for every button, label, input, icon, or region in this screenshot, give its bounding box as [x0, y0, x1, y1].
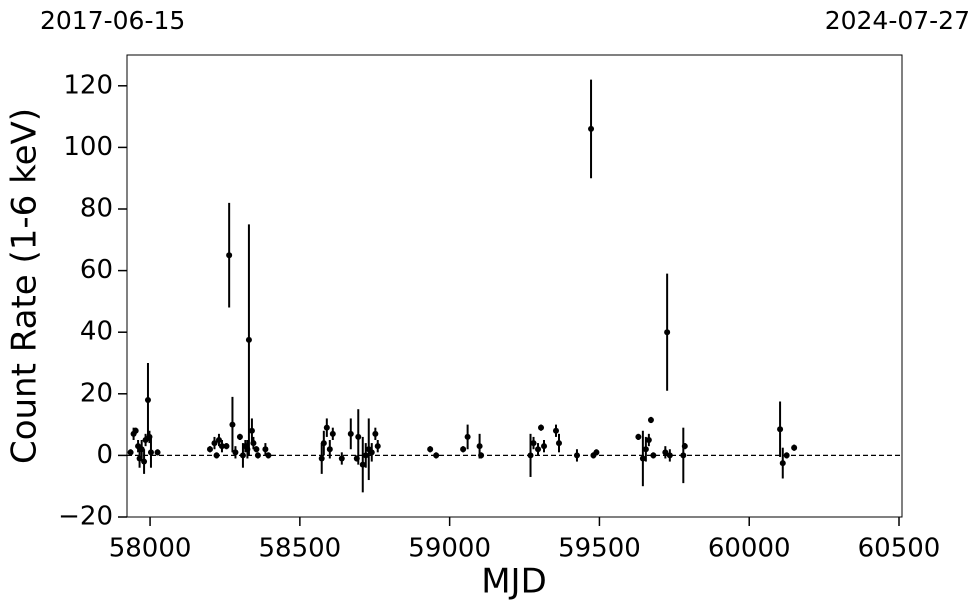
x-tick-label: 58000 [109, 534, 192, 564]
data-point [783, 452, 790, 459]
data-point [535, 446, 542, 453]
data-point [476, 443, 483, 450]
data-point [347, 430, 354, 437]
data-point [642, 446, 649, 453]
data-point [478, 452, 485, 459]
data-point [229, 421, 236, 428]
data-point [254, 452, 261, 459]
data-point [538, 424, 545, 431]
data-point [433, 452, 440, 459]
data-point [647, 416, 654, 423]
x-axis-label: MJD [481, 562, 547, 602]
data-point [427, 446, 434, 453]
data-point [239, 452, 246, 459]
data-point [530, 440, 537, 447]
y-tick-label: 40 [80, 317, 113, 347]
y-tick-label: 80 [80, 194, 113, 224]
y-tick-label: 20 [80, 378, 113, 408]
x-tick-label: 60000 [708, 534, 791, 564]
data-point [262, 446, 269, 453]
data-point [226, 252, 233, 259]
data-point [777, 426, 784, 433]
data-point [791, 444, 798, 451]
data-point [635, 433, 642, 440]
data-point [144, 396, 151, 403]
y-axis-label: Count Rate (1-6 keV) [5, 108, 45, 464]
x-tick-label: 59500 [558, 534, 641, 564]
plot-frame [126, 54, 903, 518]
data-point [323, 424, 330, 431]
data-point [265, 452, 272, 459]
data-point [650, 452, 657, 459]
data-point [338, 455, 345, 462]
data-point [639, 455, 646, 462]
data-point [147, 449, 154, 456]
y-tick-label: 0 [96, 440, 113, 470]
data-point [141, 458, 148, 465]
data-point [372, 430, 379, 437]
data-point [215, 437, 222, 443]
data-point [236, 433, 243, 440]
x-tick-label: 60500 [858, 534, 941, 564]
data-point [645, 437, 652, 443]
data-point [213, 452, 220, 459]
data-point [362, 452, 369, 459]
data-point [666, 452, 673, 459]
data-point [245, 336, 252, 343]
data-point [681, 443, 688, 450]
data-point [464, 433, 471, 440]
data-point [326, 446, 333, 453]
data-point [527, 452, 534, 459]
data-point [552, 427, 559, 434]
top-right-date: 2024-07-27 [825, 6, 970, 35]
data-point [132, 427, 139, 434]
y-tick-label: 100 [63, 132, 113, 162]
data-point [206, 446, 213, 453]
data-point [127, 449, 134, 456]
x-tick-label: 58500 [258, 534, 341, 564]
data-point [662, 449, 669, 456]
data-point [680, 452, 687, 459]
data-point [541, 443, 548, 450]
data-point [320, 440, 327, 447]
data-point [355, 433, 362, 440]
data-point [218, 443, 225, 450]
data-point [154, 449, 161, 456]
data-point [368, 449, 375, 456]
data-point [223, 443, 230, 450]
data-point [329, 430, 336, 437]
data-point [374, 443, 381, 450]
data-point [250, 440, 257, 447]
data-point [779, 460, 786, 467]
data-point [248, 427, 255, 434]
top-left-date: 2017-06-15 [40, 6, 185, 35]
y-tick-label: 60 [80, 255, 113, 285]
data-point [593, 449, 600, 456]
data-point [211, 440, 218, 447]
y-tick-label: 120 [63, 70, 113, 100]
data-point [588, 125, 595, 132]
data-point [253, 446, 260, 453]
x-tick-label: 59000 [408, 534, 491, 564]
data-point [318, 455, 325, 462]
data-point [555, 440, 562, 447]
data-point [573, 452, 580, 459]
data-point [232, 449, 239, 456]
data-point [359, 461, 366, 468]
y-tick-label: −20 [58, 502, 113, 532]
data-point [664, 329, 671, 336]
data-point [460, 446, 467, 453]
